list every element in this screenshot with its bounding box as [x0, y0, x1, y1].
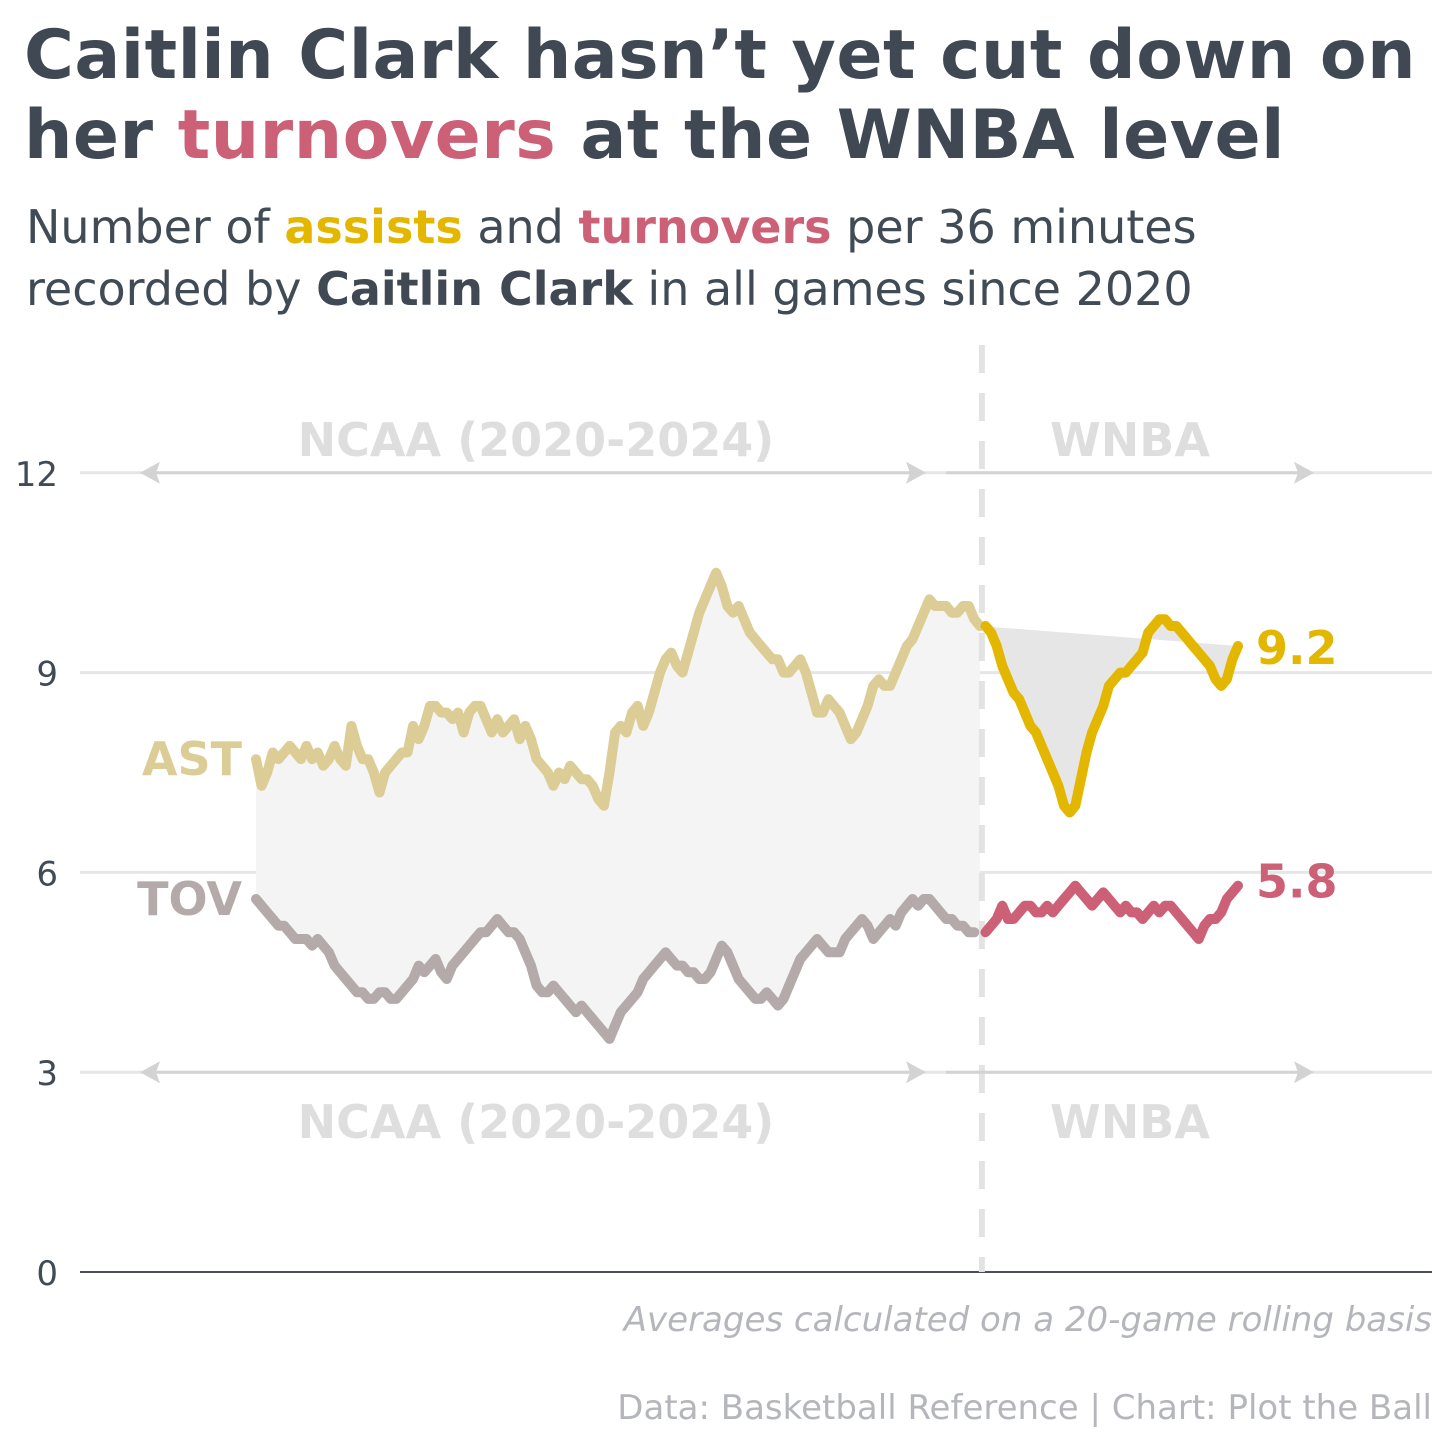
ncaa-era-label-bottom: NCAA (2020-2024)	[298, 1095, 775, 1149]
subtitle-text-1: Number of	[26, 200, 285, 254]
y-tick-label-3: 3	[36, 1054, 58, 1094]
wnba-arrow-head-top	[1294, 461, 1314, 484]
turnovers-wnba-line	[980, 880, 1243, 944]
subtitle-assists-highlight: assists	[284, 200, 463, 254]
ast-end-value-label: 9.2	[1256, 621, 1338, 675]
ncaa-arrow-right-head-top	[906, 461, 926, 484]
y-tick-label-6: 6	[36, 854, 58, 894]
tov-end-value-label: 5.8	[1256, 855, 1338, 909]
y-tick-label-9: 9	[36, 655, 58, 695]
subtitle-text-3: per 36 minutes	[831, 200, 1197, 254]
wnba-era-label-top: WNBA	[1050, 413, 1210, 467]
title-line-1: Caitlin Clark hasn’t yet cut down on	[24, 16, 1416, 95]
y-axis: 0 3 6 9 12	[15, 455, 58, 1294]
series-labels: AST TOV 9.2 5.8	[137, 621, 1337, 926]
title-line-2-post: at the WNBA level	[556, 96, 1285, 175]
title-line-2: her turnovers at the WNBA level	[24, 96, 1444, 176]
era-annotations: NCAA (2020-2024) WNBA NCAA (2020-2024) WNBA	[140, 413, 1314, 1149]
ast-series-label: AST	[142, 732, 243, 786]
ncaa-arrow-left-head-bottom	[140, 1061, 160, 1084]
wnba-arrow-head-bottom	[1294, 1061, 1314, 1084]
ncaa-gap-band	[256, 572, 980, 1039]
chart-title: Caitlin Clark hasn’t yet cut down on her…	[24, 16, 1444, 176]
subtitle-text-5: in all games since 2020	[632, 262, 1193, 316]
y-tick-label-0: 0	[36, 1254, 58, 1294]
subtitle-player-name: Caitlin Clark	[316, 262, 633, 316]
y-tick-label-12: 12	[15, 455, 58, 495]
subtitle-line-1: Number of assists and turnovers per 36 m…	[26, 196, 1446, 258]
subtitle-turnovers-highlight: turnovers	[578, 200, 832, 254]
turnovers-ncaa-line	[251, 894, 980, 1044]
title-line-2-pre: her	[24, 96, 178, 175]
subtitle-line-2: recorded by Caitlin Clark in all games s…	[26, 258, 1446, 320]
ncaa-arrow-right-head-bottom	[906, 1061, 926, 1084]
ncaa-era-label-top: NCAA (2020-2024)	[298, 413, 775, 467]
series-lines	[251, 567, 1243, 1044]
title-turnovers-highlight: turnovers	[177, 96, 557, 175]
wnba-gap-band	[979, 619, 1238, 813]
subtitle-text-4: recorded by	[26, 262, 317, 316]
tov-series-label: TOV	[137, 872, 242, 926]
source-credit: Data: Basketball Reference | Chart: Plot…	[617, 1388, 1432, 1428]
wnba-era-label-bottom: WNBA	[1050, 1095, 1210, 1149]
chart-subtitle: Number of assists and turnovers per 36 m…	[26, 196, 1446, 320]
subtitle-text-2: and	[462, 200, 579, 254]
gap-band	[256, 572, 1238, 1039]
assists-ncaa-line	[251, 567, 985, 811]
assists-wnba-line	[980, 614, 1243, 818]
rolling-average-note: Averages calculated on a 20-game rolling…	[623, 1300, 1432, 1340]
ncaa-arrow-left-head-top	[140, 461, 160, 484]
